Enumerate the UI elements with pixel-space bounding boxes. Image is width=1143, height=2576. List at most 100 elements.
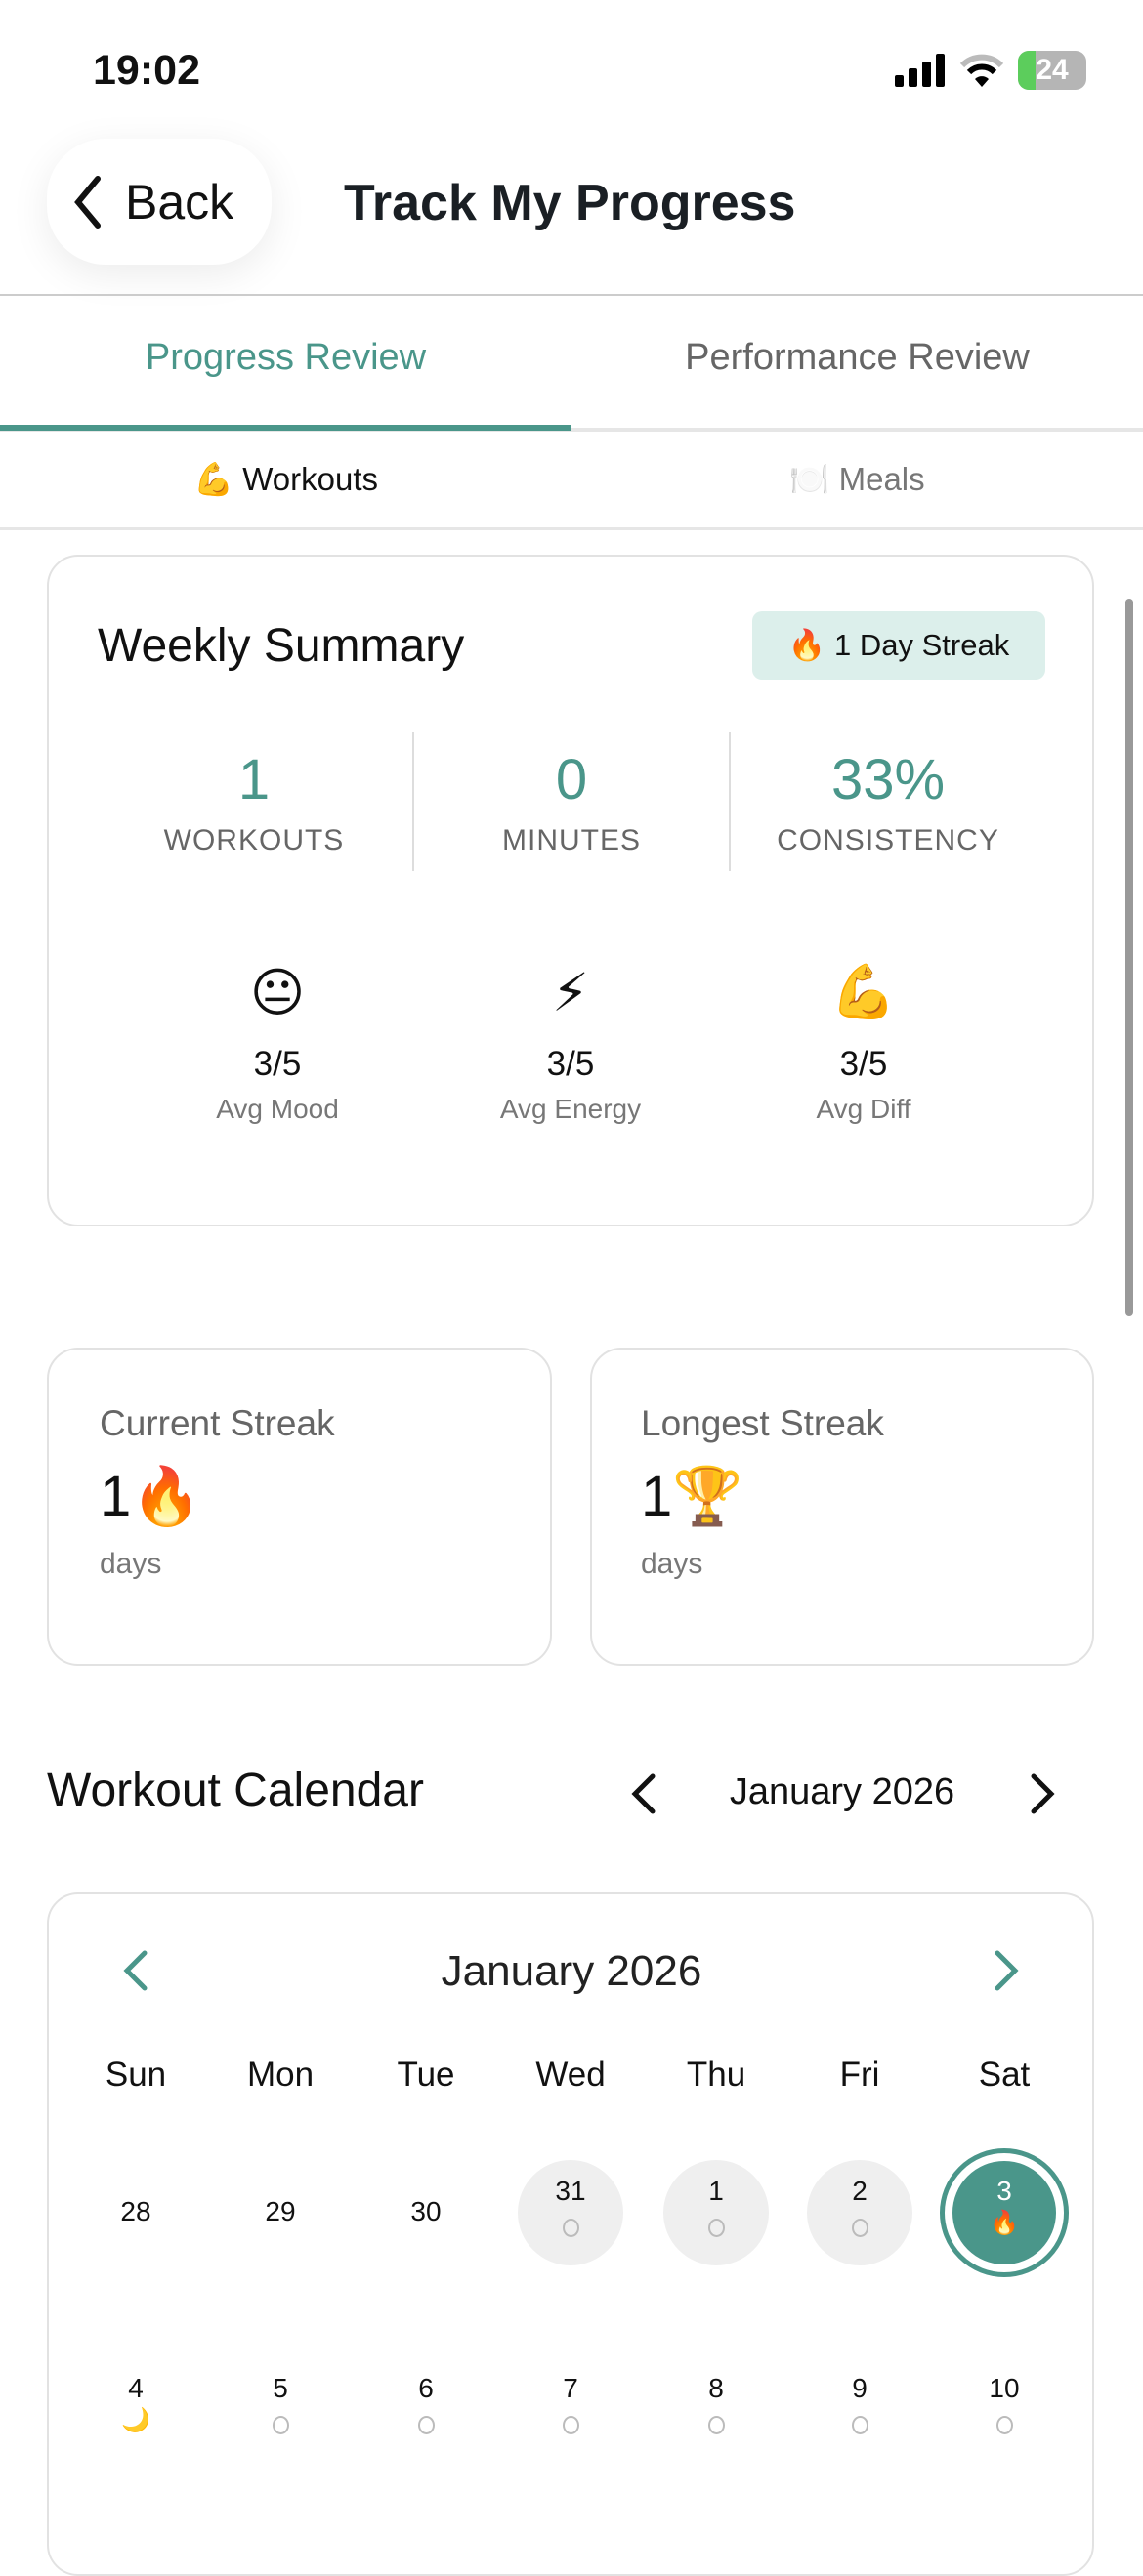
day-number: 30 [410, 2196, 442, 2226]
subtab-divider [0, 527, 1143, 530]
status-time: 19:02 [93, 47, 200, 94]
weekday-label: Sun [105, 2056, 167, 2094]
day-number: 10 [989, 2373, 1020, 2403]
avg-label: Avg Mood [216, 1094, 339, 1124]
tab-active-indicator [0, 425, 572, 431]
calendar-day[interactable]: 1 [644, 2176, 788, 2244]
calendar-day[interactable]: 28 [64, 2196, 208, 2227]
stat-value: 33% [830, 748, 946, 811]
back-label: Back [125, 174, 234, 229]
avg-value: 3/5 [839, 1045, 888, 1083]
calendar-day[interactable]: 6 [354, 2373, 498, 2441]
avg-value: 3/5 [546, 1045, 595, 1083]
calendar-day[interactable]: 2 [787, 2176, 932, 2244]
calendar-prev-chevron-icon[interactable] [121, 1949, 150, 1992]
weekday-label: Thu [686, 2056, 746, 2094]
calendar-day[interactable]: 7 [498, 2373, 643, 2441]
calendar-day[interactable]: 30 [354, 2196, 498, 2227]
day-number: 8 [708, 2373, 724, 2403]
header-divider [0, 294, 1143, 296]
empty-day-dot-icon [272, 2416, 289, 2434]
longest-streak-card: Longest Streak 1🏆 days [590, 1348, 1094, 1666]
status-icons: 24 [895, 51, 1086, 90]
plate-cutlery-icon: 🍽️ [789, 461, 830, 497]
calendar-day[interactable]: 5 [208, 2373, 353, 2441]
neutral-face-icon: 😐 [249, 964, 306, 1022]
stat-divider [412, 732, 414, 871]
tab-performance-review[interactable]: Performance Review [685, 337, 1030, 378]
current-streak-card: Current Streak 1🔥 days [47, 1348, 552, 1666]
signal-icon [895, 54, 945, 87]
weekday-label: Mon [246, 2056, 315, 2094]
tab-progress-review[interactable]: Progress Review [145, 337, 427, 378]
flexed-biceps-icon: 💪 [192, 461, 234, 497]
moon-icon: 🌙 [121, 2407, 150, 2433]
empty-day-dot-icon [851, 2416, 868, 2434]
day-number: 1 [708, 2176, 724, 2206]
stat-minutes: 0 MINUTES [415, 747, 728, 857]
day-number: 4 [128, 2373, 144, 2403]
streak-unit: days [641, 1548, 703, 1580]
avg-difficulty: 💪 3/5 Avg Diff [717, 962, 1010, 1125]
stat-label: WORKOUTS [163, 824, 345, 856]
next-month-chevron-icon[interactable] [1028, 1772, 1057, 1815]
avg-value: 3/5 [253, 1045, 302, 1083]
stat-label: MINUTES [502, 824, 641, 856]
page-title: Track My Progress [344, 175, 796, 231]
scrollbar[interactable] [1125, 599, 1133, 1316]
calendar-day[interactable]: 4 🌙 [64, 2373, 208, 2434]
avg-energy: ⚡ 3/5 Avg Energy [424, 962, 717, 1125]
weekly-summary-title: Weekly Summary [98, 620, 465, 672]
empty-day-dot-icon [707, 2416, 725, 2434]
calendar-day[interactable]: 10 [932, 2373, 1077, 2441]
back-button[interactable]: Back [47, 139, 272, 265]
empty-day-dot-icon [562, 2219, 579, 2237]
calendar-day[interactable]: 9 [787, 2373, 932, 2441]
subtab-workouts[interactable]: 💪 Workouts [0, 461, 572, 499]
stat-consistency: 33% CONSISTENCY [732, 747, 1044, 857]
stat-value: 0 [555, 748, 588, 811]
prev-month-chevron-icon[interactable] [629, 1772, 658, 1815]
day-number: 7 [563, 2373, 578, 2403]
day-number: 31 [555, 2176, 586, 2206]
subtab-meals[interactable]: 🍽️ Meals [572, 461, 1143, 499]
calendar-day[interactable]: 29 [208, 2196, 353, 2227]
tab-track [0, 428, 1143, 432]
stat-value: 1 [237, 748, 271, 811]
streak-value: 1 [641, 1465, 673, 1528]
day-highlight [807, 2160, 912, 2265]
empty-day-dot-icon [707, 2219, 725, 2237]
day-number: 3 [996, 2176, 1012, 2206]
streak-badge-label: 1 Day Streak [834, 628, 1010, 662]
calendar-day[interactable]: 3 🔥 [932, 2176, 1077, 2237]
calendar-day[interactable]: 8 [644, 2373, 788, 2441]
weekday-label: Wed [535, 2056, 606, 2094]
flexed-biceps-icon: 💪 [830, 963, 897, 1021]
stat-divider [729, 732, 731, 871]
avg-label: Avg Energy [499, 1094, 642, 1124]
empty-day-dot-icon [851, 2219, 868, 2237]
calendar-day[interactable]: 31 [498, 2176, 643, 2244]
empty-day-dot-icon [995, 2416, 1013, 2434]
avg-mood: 😐 3/5 Avg Mood [131, 962, 424, 1125]
empty-day-dot-icon [417, 2416, 435, 2434]
weekday-label: Tue [397, 2056, 455, 2094]
streak-badge: 🔥 1 Day Streak [752, 611, 1045, 680]
fire-icon: 🔥 [131, 1465, 202, 1528]
streak-title: Longest Streak [641, 1403, 884, 1443]
day-highlight [518, 2160, 623, 2265]
stat-workouts: 1 WORKOUTS [98, 747, 410, 857]
wifi-icon [959, 54, 1004, 87]
day-highlight [663, 2160, 769, 2265]
day-number: 28 [120, 2196, 151, 2226]
calendar-next-chevron-icon[interactable] [992, 1949, 1021, 1992]
weekday-label: Fri [839, 2056, 880, 2094]
day-number: 9 [852, 2373, 868, 2403]
streak-unit: days [100, 1548, 162, 1580]
day-number: 29 [265, 2196, 296, 2226]
calendar-card-month: January 2026 [441, 1947, 702, 1995]
day-number: 6 [418, 2373, 434, 2403]
fire-icon: 🔥 [787, 628, 826, 662]
day-number: 5 [273, 2373, 288, 2403]
trophy-icon: 🏆 [672, 1465, 743, 1528]
